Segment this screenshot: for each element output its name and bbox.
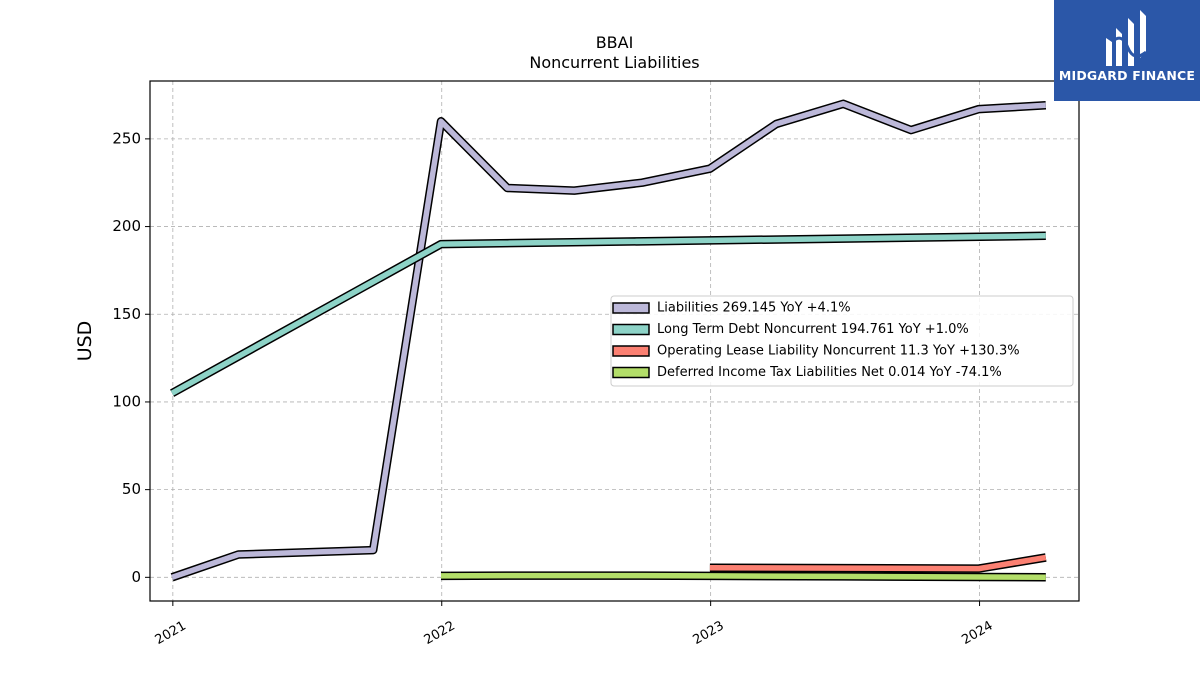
chart-title: BBAI: [596, 33, 634, 52]
series-line: [171, 101, 1046, 580]
legend: Liabilities 269.145 YoY +4.1% Long Term D…: [610, 295, 1074, 387]
logo-mark-icon: [1106, 10, 1147, 66]
x-tick-label: 2024: [959, 618, 995, 648]
plot-frame: [149, 80, 1080, 602]
legend-swatch: [612, 323, 650, 336]
x-tick-label: 2021: [153, 618, 189, 648]
legend-entry: Deferred Income Tax Liabilities Net 0.01…: [657, 365, 1002, 380]
legend-swatch: [612, 302, 650, 314]
y-tick-label: 200: [112, 217, 141, 235]
y-axis-label: USD: [74, 321, 96, 362]
series-line: [440, 572, 1046, 581]
legend-swatch: [612, 366, 650, 379]
legend-entry: Liabilities 269.145 YoY +4.1%: [657, 301, 851, 316]
y-tick-label: 50: [122, 480, 141, 498]
legend-box: [610, 295, 1074, 387]
legend-swatch: [612, 345, 650, 357]
y-tick-label: 150: [112, 305, 141, 323]
series-layer: [170, 99, 1047, 582]
chart-subtitle: Noncurrent Liabilities: [529, 53, 699, 72]
x-tick-label: 2023: [690, 618, 726, 648]
brand-logo: MIDGARD FINANCE: [1054, 0, 1200, 101]
y-tick-label: 100: [112, 392, 141, 410]
legend-entry: Long Term Debt Noncurrent 194.761 YoY +1…: [657, 322, 969, 337]
x-tick-label: 2022: [422, 618, 458, 648]
series-line: [709, 554, 1047, 572]
logo-text: MIDGARD FINANCE: [1058, 68, 1196, 83]
y-tick-label: 0: [131, 568, 141, 586]
series-line: [170, 233, 1046, 396]
y-tick-label: 250: [112, 129, 141, 147]
legend-entry: Operating Lease Liability Noncurrent 11.…: [657, 344, 1020, 359]
